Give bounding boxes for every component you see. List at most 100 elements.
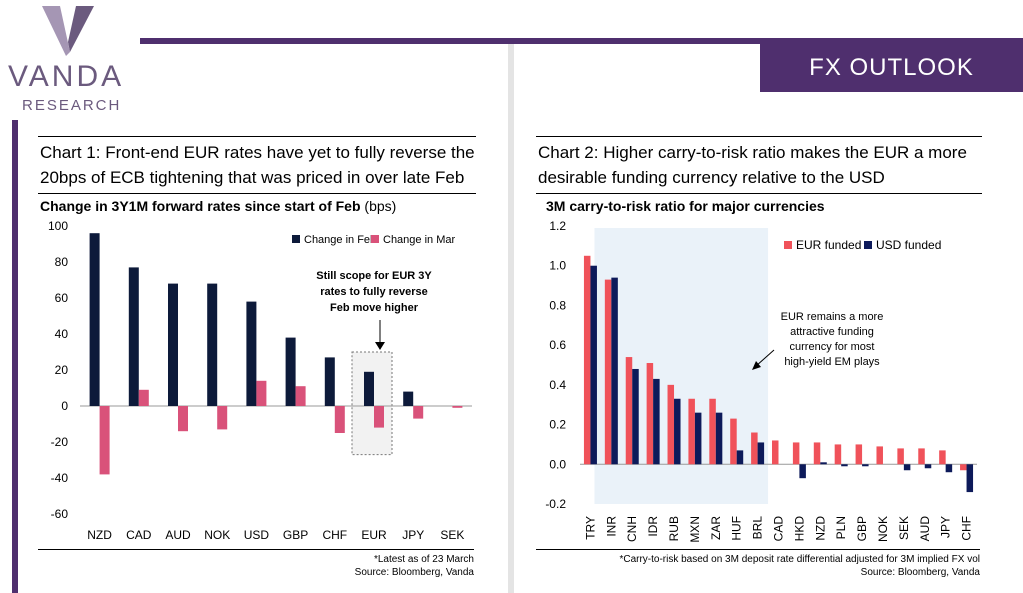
chart2-bar-zar-s1 — [709, 398, 716, 465]
chart2-ytick-label: 1.2 — [549, 219, 566, 233]
chart1-bar-gbp-s1 — [285, 337, 296, 406]
chart2-bar-pln-s2 — [841, 464, 848, 467]
chart2-xtick-label: INR — [604, 516, 618, 537]
chart2-ytick-label: 0.8 — [549, 298, 566, 312]
chart2-ytick-label: 0.6 — [549, 338, 566, 352]
chart2-annotation-arrow-line — [755, 349, 775, 367]
chart2-xtick-label: SEK — [897, 516, 911, 540]
chart2-xtick-label: HUF — [730, 516, 744, 541]
chart2-bar-hkd-s1 — [792, 442, 800, 465]
chart1-bar-usd-s2 — [256, 380, 267, 406]
chart1-ytick-label: 100 — [48, 219, 68, 233]
logo-name: VANDA — [8, 60, 125, 93]
chart1-footnote: *Latest as of 23 March Source: Bloomberg… — [240, 553, 474, 579]
chart1-ytick-label: -60 — [51, 507, 69, 521]
chart2-bar-jpy-s1 — [939, 450, 946, 465]
chart1-subtitle-text: Change in 3Y1M forward rates since start… — [40, 198, 361, 214]
chart1-bar-nzd-s1 — [89, 233, 100, 406]
fx-outlook-banner: FX OUTLOOK — [760, 44, 1023, 92]
chart2-xtick-label: NOK — [876, 516, 890, 542]
chart2-bar-inr-s1 — [604, 279, 612, 465]
chart2-footnote-source: Source: Bloomberg, Vanda — [860, 567, 980, 578]
chart2-xtick-label: MXN — [688, 516, 702, 543]
chart2-xtick-label: CHF — [960, 516, 974, 541]
chart1-svg: 100 80 60 40 20 0 -20 -40 -60 NZD CAD AUD NOK USD GBP C… — [48, 219, 472, 542]
chart2-annotation-text: EUR remains a more attractive funding curr… — [781, 311, 884, 368]
chart2-bar-brl-s1 — [751, 432, 758, 465]
chart2-bar-cnh-s1 — [625, 357, 633, 465]
chart2-ytick-label: 0.4 — [549, 378, 566, 392]
chart1-ytick-label: 80 — [55, 255, 69, 269]
chart1-bar-chf-s2 — [334, 406, 345, 433]
chart1-annotation-text: Still scope for EUR 3Y rates to fully rev… — [316, 270, 432, 314]
chart2-xtick-label: GBP — [855, 516, 869, 541]
chart1-xtick-label: NOK — [204, 528, 230, 542]
chart2-footnote-method: *Carry-to-risk based on 3M deposit rate … — [619, 554, 980, 565]
chart2-ytick-label: 0.0 — [549, 457, 566, 471]
chart1-xtick-label: JPY — [402, 528, 424, 542]
chart2-bar-aud-s1 — [918, 448, 925, 465]
chart2-bar-nzd-s1 — [813, 442, 821, 465]
chart1-bar-usd-s1 — [246, 301, 257, 406]
chart2-bar-try-s1 — [583, 255, 591, 465]
frame-left-bar — [12, 38, 18, 593]
chart2-bottom-rule — [536, 549, 980, 550]
chart1-bar-nok-s1 — [207, 283, 218, 406]
chart2-bar-jpy-s2 — [945, 464, 953, 473]
chart1-title: Chart 1: Front-end EUR rates have yet to… — [38, 136, 476, 194]
chart2-bar-sek-s2 — [903, 464, 911, 471]
chart1-legend-label-feb: Change in Feb — [304, 234, 376, 246]
chart2-bar-gbp-s2 — [862, 464, 869, 467]
chart2-legend-label-usd: USD funded — [876, 238, 941, 252]
chart2-legend-swatch-eur — [784, 241, 792, 249]
panel-divider — [508, 44, 514, 593]
chart1-footnote-source: Source: Bloomberg, Vanda — [354, 567, 474, 578]
chart1-ytick-label: 60 — [55, 291, 69, 305]
chart2-title: Chart 2: Higher carry-to-risk ratio make… — [536, 136, 982, 194]
chart1-ytick-label: -40 — [51, 471, 69, 485]
chart2-bar-huf-s1 — [730, 418, 737, 465]
chart1-bar-aud-s2 — [178, 406, 188, 432]
chart1-ytick-label: 20 — [55, 363, 69, 377]
logo-v-icon — [42, 6, 94, 56]
chart2-ytick-label: -0.2 — [545, 497, 566, 511]
chart2-xtick-label: NZD — [813, 516, 827, 541]
chart2-bar-try-s2 — [590, 265, 597, 465]
chart1-bar-gbp-s2 — [295, 386, 306, 406]
chart1-footnote-latest: *Latest as of 23 March — [373, 554, 474, 565]
chart1-bar-chf-s1 — [324, 357, 335, 406]
chart2-bar-chf-s1 — [960, 464, 967, 471]
frame-top-bar — [140, 38, 1023, 44]
chart2-bar-chf-s2 — [966, 464, 974, 493]
chart2-legend-label-eur: EUR funded — [796, 238, 861, 252]
chart2-xtick-label: CAD — [772, 516, 786, 542]
chart2-xtick-label: AUD — [918, 516, 932, 542]
chart1-xtick-label: EUR — [361, 528, 387, 542]
chart1-bar-sek-s2 — [452, 406, 463, 408]
chart1-xtick-label: GBP — [283, 528, 308, 542]
chart2-bar-cad-s1 — [772, 440, 779, 465]
chart2-bar-mxn-s2 — [694, 412, 702, 465]
chart1-subtitle-unit: (bps) — [364, 198, 397, 214]
chart2-bar-idr-s1 — [646, 363, 654, 465]
vanda-logo: VANDA RESEARCH — [0, 0, 140, 120]
chart1-bar-aud-s1 — [168, 283, 178, 406]
chart1-bar-jpy-s2 — [413, 406, 424, 419]
chart1-bar-nok-s2 — [217, 406, 228, 430]
chart1-bar-cad-s2 — [138, 389, 149, 406]
chart2-xtick-label: BRL — [751, 516, 765, 540]
chart1-xtick-label: CAD — [126, 528, 152, 542]
chart1-bar-cad-s1 — [128, 267, 139, 406]
chart1-legend-label-mar: Change in Mar — [383, 234, 455, 246]
chart2-xtick-label: RUB — [667, 516, 681, 541]
chart1-xtick-label: SEK — [440, 528, 464, 542]
chart2-bar-hkd-s2 — [799, 464, 806, 479]
chart2-xtick-label: HKD — [792, 516, 806, 542]
chart1-legend-swatch-mar — [371, 235, 379, 243]
chart1-legend-swatch-feb — [292, 235, 300, 243]
chart2-bar-cnh-s2 — [632, 368, 639, 465]
chart2-bar-mxn-s1 — [688, 398, 695, 465]
chart2-bar-nzd-s2 — [820, 462, 827, 465]
chart2-bar-pln-s1 — [834, 444, 842, 465]
chart2-xtick-label: JPY — [939, 516, 953, 538]
